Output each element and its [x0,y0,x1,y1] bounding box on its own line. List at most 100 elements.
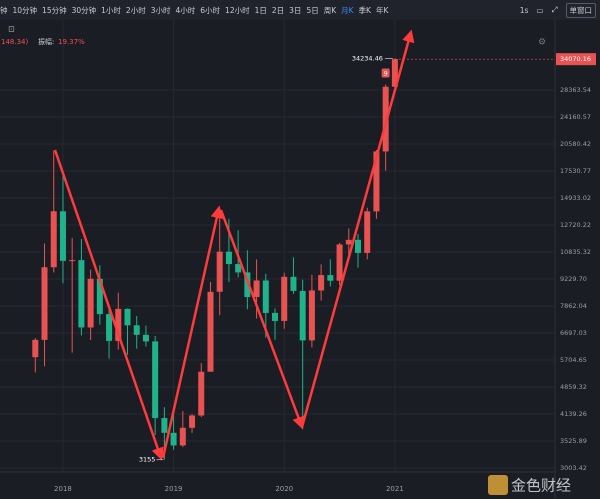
watermark: 金色财经 [488,475,571,495]
interval-button[interactable]: 4小时 [175,5,196,15]
trend-arrows [53,29,415,461]
grid [0,20,555,472]
icon-button[interactable]: ⤢ [551,5,558,14]
candle-body [96,278,103,315]
candle-body [78,260,85,328]
interval-button[interactable]: 季K [358,5,371,15]
candle-body [133,325,140,335]
candles [32,58,555,460]
interval-button[interactable]: 2日 [271,5,285,15]
candle-body [142,334,149,342]
chart: ⊡ 148.34) 振幅: 19.37% ⚙ 28363.5424160.572… [0,20,596,499]
interval-button[interactable]: 3小时 [150,5,171,15]
candle-body [290,276,297,291]
axis: 28363.54 24160.57 20580.42 17530.77 14933.02… [54,53,596,493]
interval-button[interactable]: 10分钟 [12,5,38,15]
candle-body [189,415,196,428]
interval-button[interactable]: 周K [323,5,337,15]
low-annotation: 3155 [139,456,156,464]
info-icon[interactable]: ⊡ [8,25,15,34]
candle-body [272,312,279,321]
interval-button[interactable]: 12小时 [225,5,250,15]
candle-body [59,211,66,261]
candle-body [345,239,352,245]
interval-button[interactable]: 3日 [289,5,302,15]
candle-body [382,86,389,152]
badge: 9 [384,70,388,78]
trend-arrow [161,205,223,459]
y-tick-label: 14933.02 [560,194,591,202]
candle-body [253,280,260,298]
y-tick-label: 3003.42 [560,464,587,472]
y-tick-label: 6697.03 [560,329,587,337]
candle-body [161,418,168,433]
x-tick-label: 2020 [275,485,293,493]
watermark-text: 金色财经 [511,477,571,495]
x-tick-label: 2019 [165,485,183,493]
candle-body [299,290,306,341]
trend-arrow [53,149,164,461]
candle-body [281,276,288,321]
candle-body [364,211,371,253]
watermark-logo [488,475,508,495]
candle-body [179,427,186,446]
y-tick-label: 4859.32 [560,383,587,391]
candle-body [336,244,343,281]
candle-body [308,290,315,341]
interval-button[interactable]: 1小时 [101,5,121,15]
interval-button[interactable]: 5日 [306,5,319,15]
y-tick-label: 12720.22 [560,221,591,229]
candle-body [262,280,269,313]
interval-button[interactable]: 1日 [254,5,267,15]
last-price-box [556,53,596,66]
candle-body [327,275,334,281]
y-tick-label: 9229.70 [560,275,587,283]
y-tick-label: 20580.42 [560,140,591,148]
candle-body [115,308,122,341]
candle-body [152,341,159,419]
candle-body [391,59,398,87]
interval-button[interactable]: 钟 [0,5,8,15]
interval-button[interactable]: 2小时 [125,5,146,15]
candle-body [244,272,251,298]
amplitude-label: 振幅: [38,37,54,46]
candle-body [225,251,232,265]
interval-button[interactable]: 年K [375,5,389,15]
speed[interactable]: 1s [519,5,529,15]
y-tick-label: 5704.65 [560,356,587,364]
candle-body [106,314,113,341]
candle-body [50,211,57,268]
toolbar-right: 1s ▭ ⤢ 单窗口 [513,0,596,20]
last-price-label: 34070.16 [560,55,591,63]
icon-button[interactable]: ▭ [536,5,544,15]
candle-body [318,275,325,291]
candle-body [41,267,48,340]
interval-button[interactable]: 6小时 [200,5,221,15]
candle-body [373,151,380,212]
interval-button[interactable]: 月K [341,5,354,15]
x-tick-label: 2018 [54,485,72,493]
candle-body [124,308,131,326]
amplitude-value: 19.37% [58,38,85,46]
badge-box [381,68,390,78]
y-tick-label: 4139.26 [560,410,587,418]
candle-body [355,239,361,253]
interval-button[interactable]: 15分钟 [42,5,67,15]
candle-body [170,432,177,446]
y-tick-label: 24160.57 [560,113,591,121]
candle-body [235,264,242,273]
interval-button[interactable]: 30分钟 [71,5,97,15]
y-tick-label: 17530.77 [560,167,591,175]
y-tick-label: 10835.32 [560,248,591,256]
high-annotation: 34234.46 [352,54,383,62]
toolbar: 钟 10分钟 15分钟 30分钟 1小时 2小时 3小时 4小时 6小时 12小时 1日 2日 3日 5日… [0,0,600,20]
candle-body [69,260,76,262]
candle-body [87,278,94,328]
y-tick-label: 28363.54 [560,86,591,94]
window-select[interactable]: 单窗口 [565,2,596,18]
trend-arrow [219,209,305,430]
candle-body [216,251,223,292]
settings-icon[interactable]: ⚙ [538,38,546,48]
candle-body [207,291,214,372]
